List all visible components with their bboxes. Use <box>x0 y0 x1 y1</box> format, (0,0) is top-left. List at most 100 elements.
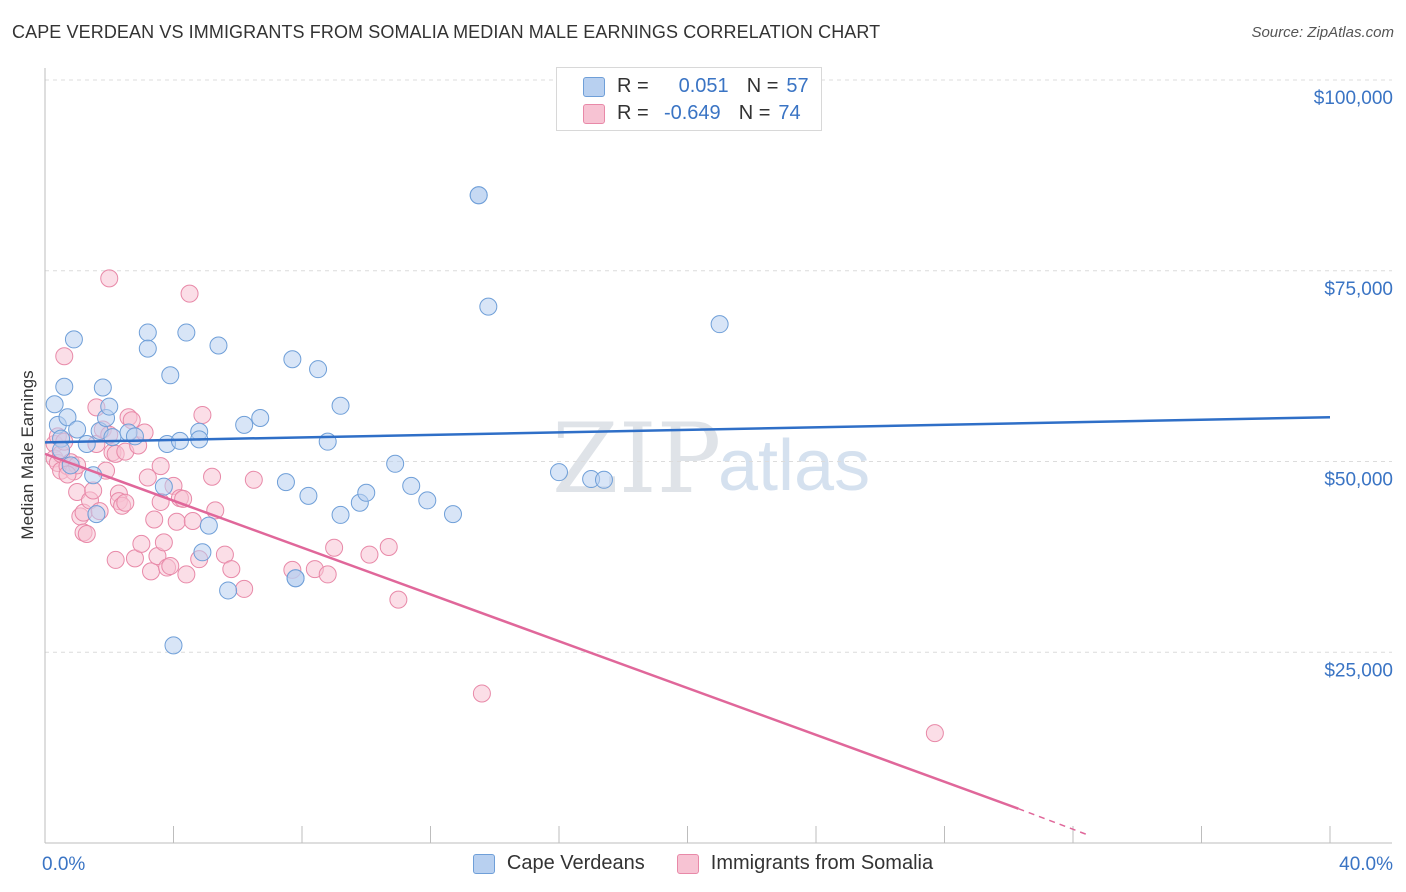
somalia-point <box>161 557 180 576</box>
cape-verdean-point <box>68 420 87 439</box>
legend-label-cape-verdeans: Cape Verdeans <box>506 852 645 874</box>
cape-verdean-point <box>299 486 318 505</box>
somalia-point <box>142 562 161 581</box>
cape-verdean-point <box>418 491 437 510</box>
y-tick-labels: $25,000 $50,000 $75,000 $100,000 <box>1314 88 1393 681</box>
legend-r-label: R = <box>617 75 649 97</box>
cape-verdean-point <box>479 297 498 316</box>
legend-row-somalia: R = -0.649 N = 74 <box>583 102 801 125</box>
y-axis-label: Median Male Earnings <box>18 370 37 539</box>
legend-swatch-pink <box>583 103 605 124</box>
cape-verdean-point <box>443 505 462 524</box>
cape-verdean-point <box>138 323 157 342</box>
cape-verdean-point <box>594 470 613 489</box>
cape-verdean-point <box>125 427 144 446</box>
y-tick-label: $100,000 <box>1314 88 1393 109</box>
legend-r-label: R = <box>617 102 649 124</box>
correlation-legend: R = 0.051 N = 57 R = -0.649 N = 74 <box>556 67 822 131</box>
cape-verdean-point <box>161 366 180 385</box>
legend-r-value: 0.051 <box>678 75 729 97</box>
somalia-point <box>325 538 344 557</box>
watermark-zip: ZIP <box>552 403 721 515</box>
legend-n-value: 57 <box>786 75 809 97</box>
cape-verdean-point <box>276 473 295 492</box>
series-legend: Cape Verdeans Immigrants from Somalia <box>0 852 1406 875</box>
somalia-trend-extension <box>1018 807 1090 837</box>
cape-verdean-point <box>286 569 305 588</box>
cape-verdean-point <box>402 476 421 495</box>
somalia-point <box>193 405 212 424</box>
grid-lines <box>45 79 1392 653</box>
cape-verdean-point <box>52 441 71 460</box>
legend-item-cape-verdeans: Cape Verdeans <box>472 852 645 875</box>
source-label: Source: ZipAtlas.com <box>1251 24 1394 41</box>
legend-n-value: 74 <box>778 102 801 124</box>
somalia-point <box>925 724 944 743</box>
cape-verdean-point <box>103 428 122 447</box>
somalia-point <box>183 512 202 531</box>
cape-verdean-point <box>87 505 106 524</box>
series-cape-verdean-points <box>45 186 729 655</box>
somalia-point <box>379 537 398 556</box>
somalia-point <box>138 468 157 487</box>
legend-n-label: N = <box>746 75 779 97</box>
cape-verdean-point <box>193 543 212 562</box>
cape-verdean-point <box>138 339 157 358</box>
somalia-point <box>318 565 337 584</box>
somalia-trend-line <box>44 452 1019 810</box>
axes <box>44 68 1392 844</box>
cape-verdean-point <box>550 463 568 482</box>
cape-verdean-point <box>710 315 729 334</box>
cape-verdean-point <box>219 581 238 600</box>
somalia-point <box>360 545 379 564</box>
somalia-point <box>222 560 241 579</box>
somalia-point <box>180 284 199 303</box>
somalia-point <box>145 510 164 529</box>
somalia-point <box>84 481 103 500</box>
legend-label-somalia: Immigrants from Somalia <box>710 852 934 874</box>
y-tick-label: $25,000 <box>1324 660 1393 681</box>
cape-verdean-point <box>64 330 83 349</box>
somalia-point <box>167 512 186 531</box>
somalia-point <box>116 493 135 512</box>
cape-verdean-point <box>235 415 254 434</box>
cape-verdean-point <box>331 396 350 415</box>
cape-verdean-point <box>251 409 270 428</box>
somalia-point <box>106 550 125 569</box>
somalia-point <box>132 534 151 553</box>
somalia-point <box>154 533 173 552</box>
cape-verdean-point <box>55 377 74 396</box>
cape-verdean-point <box>209 336 228 355</box>
cape-verdean-point <box>331 505 350 524</box>
somalia-point <box>389 590 408 609</box>
cape-verdean-point <box>309 360 328 379</box>
x-tick-label: 0.0% <box>42 854 85 875</box>
legend-item-somalia: Immigrants from Somalia <box>676 852 934 875</box>
cape-verdean-point <box>469 186 488 205</box>
legend-swatch-blue <box>583 76 605 97</box>
cape-verdean-point <box>58 408 77 427</box>
cape-verdean-point <box>100 397 119 416</box>
y-tick-label: $50,000 <box>1324 470 1393 491</box>
legend-n-label: N = <box>738 102 771 124</box>
x-tick-labels: 0.0% 40.0% <box>42 854 1393 875</box>
chart-title: CAPE VERDEAN VS IMMIGRANTS FROM SOMALIA … <box>12 22 881 42</box>
cape-verdean-trend-line <box>44 415 1331 444</box>
somalia-point <box>472 684 491 703</box>
cape-verdean-point <box>164 636 183 655</box>
cape-verdean-point <box>199 516 218 535</box>
somalia-point <box>244 470 263 489</box>
x-tick-label: 40.0% <box>1339 854 1393 875</box>
somalia-point <box>235 579 254 598</box>
somalia-point <box>100 269 119 288</box>
legend-r-value: -0.649 <box>663 102 721 124</box>
cape-verdean-point <box>177 323 196 342</box>
somalia-point <box>177 565 196 584</box>
cape-verdean-point <box>154 477 173 496</box>
somalia-point <box>151 457 170 476</box>
cape-verdean-point <box>283 350 302 369</box>
legend-row-cape-verdean: R = 0.051 N = 57 <box>583 75 809 98</box>
cape-verdean-point <box>93 378 112 397</box>
cape-verdean-point <box>386 454 405 473</box>
